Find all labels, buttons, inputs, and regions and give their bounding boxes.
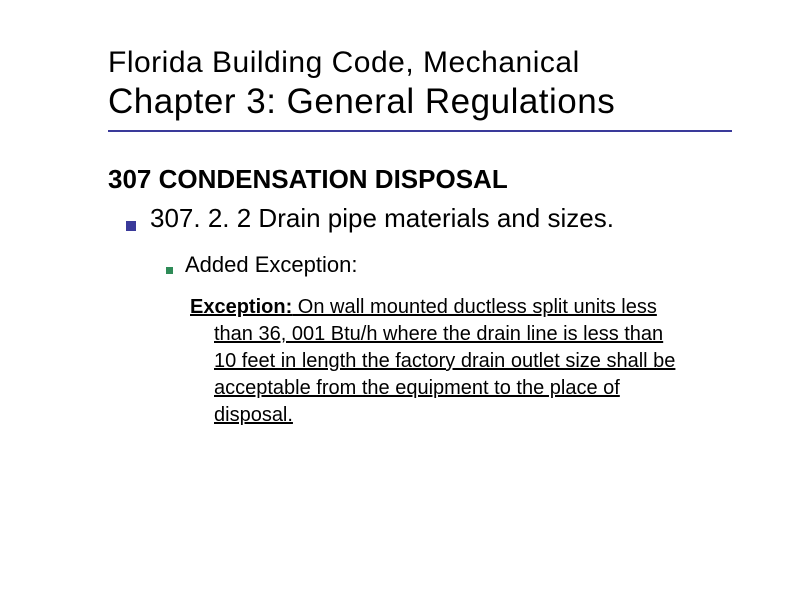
section-header: 307 CONDENSATION DISPOSAL [108, 164, 732, 195]
sub-bullet-item: Added Exception: [166, 252, 732, 278]
sub-bullet-text: Added Exception: [185, 252, 357, 278]
exception-text: Exception: On wall mounted ductless spli… [190, 294, 682, 429]
square-bullet-icon [126, 221, 136, 231]
title-underline [108, 130, 732, 132]
bullet-item: 307. 2. 2 Drain pipe materials and sizes… [126, 203, 732, 234]
slide-title: Chapter 3: General Regulations [108, 82, 732, 122]
bullet-text: 307. 2. 2 Drain pipe materials and sizes… [150, 203, 614, 234]
square-bullet-icon [166, 267, 173, 274]
slide-subtitle: Florida Building Code, Mechanical [108, 46, 732, 80]
exception-label: Exception: [190, 296, 292, 318]
slide-content: Florida Building Code, Mechanical Chapte… [0, 0, 792, 469]
